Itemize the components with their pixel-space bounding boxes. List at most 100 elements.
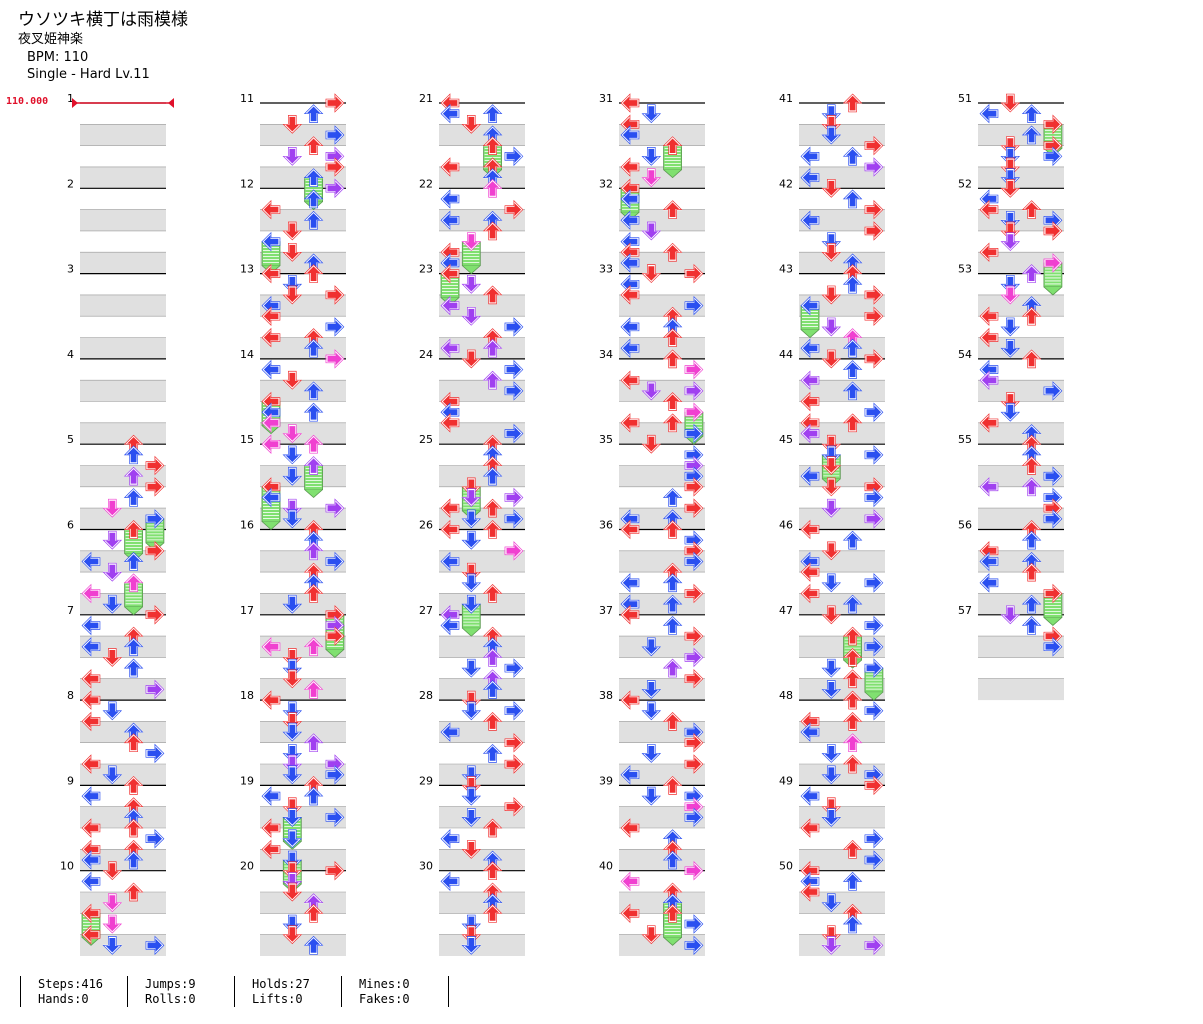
left-arrow-icon bbox=[800, 167, 820, 188]
right-arrow-icon bbox=[1043, 637, 1063, 657]
up-arrow-icon bbox=[482, 136, 503, 155]
right-arrow-icon bbox=[864, 135, 884, 156]
down-arrow-icon bbox=[641, 264, 662, 284]
measure-band bbox=[80, 508, 166, 530]
down-arrow-icon bbox=[1000, 285, 1021, 305]
left-arrow-icon bbox=[81, 583, 101, 604]
right-arrow-icon bbox=[864, 615, 884, 636]
left-arrow-icon bbox=[979, 199, 999, 220]
up-arrow-icon bbox=[482, 285, 503, 305]
right-arrow-icon bbox=[864, 487, 884, 508]
right-arrow-icon bbox=[864, 349, 884, 369]
up-arrow-icon bbox=[662, 136, 683, 155]
left-arrow-icon bbox=[620, 764, 640, 785]
up-arrow-icon bbox=[482, 338, 503, 358]
right-arrow-icon bbox=[684, 626, 704, 646]
left-arrow-icon bbox=[620, 189, 640, 209]
up-arrow-icon bbox=[842, 530, 863, 550]
measure-1: 1 bbox=[67, 92, 166, 189]
measure-band bbox=[260, 422, 346, 445]
measure-band bbox=[978, 636, 1064, 658]
down-arrow-icon bbox=[282, 221, 303, 241]
measure-band bbox=[619, 892, 705, 914]
up-arrow-icon bbox=[662, 711, 683, 731]
down-arrow-icon bbox=[102, 861, 123, 881]
right-arrow-icon bbox=[864, 221, 884, 241]
measure-number: 56 bbox=[958, 519, 972, 532]
measure-band bbox=[80, 849, 166, 871]
left-arrow-icon bbox=[620, 370, 640, 390]
down-arrow-icon bbox=[1000, 93, 1021, 113]
up-arrow-icon bbox=[662, 328, 683, 347]
measure-band bbox=[439, 337, 525, 359]
measure-number: 29 bbox=[419, 774, 433, 787]
measure-17: 17 bbox=[240, 604, 346, 701]
up-arrow-icon bbox=[662, 520, 683, 539]
down-arrow-icon bbox=[461, 509, 482, 529]
measure-14: 14 bbox=[240, 348, 346, 445]
measure-band bbox=[439, 764, 525, 786]
up-arrow-icon bbox=[842, 594, 863, 614]
up-arrow-icon bbox=[482, 221, 503, 241]
measure-number: 33 bbox=[599, 263, 613, 276]
up-arrow-icon bbox=[662, 775, 683, 795]
measure-9: 9 bbox=[67, 774, 166, 871]
left-arrow-icon bbox=[261, 690, 281, 710]
left-arrow-icon bbox=[800, 391, 820, 412]
measure-band bbox=[260, 166, 346, 189]
measure-33: 33 bbox=[599, 263, 705, 359]
left-arrow-icon bbox=[800, 338, 820, 359]
left-arrow-icon bbox=[440, 828, 460, 849]
up-arrow-icon bbox=[123, 520, 144, 539]
down-arrow-icon bbox=[821, 349, 842, 369]
right-arrow-icon bbox=[145, 477, 165, 497]
up-arrow-icon bbox=[482, 861, 503, 880]
right-arrow-icon bbox=[504, 700, 524, 721]
measure-52: 52 bbox=[958, 177, 1064, 274]
right-arrow-icon bbox=[864, 306, 884, 327]
down-arrow-icon bbox=[641, 637, 662, 657]
up-arrow-icon bbox=[303, 338, 324, 358]
down-arrow-icon bbox=[461, 306, 482, 326]
measure-number: 38 bbox=[599, 689, 613, 702]
measure-39: 39 bbox=[599, 774, 705, 871]
left-arrow-icon bbox=[81, 669, 101, 689]
right-arrow-icon bbox=[684, 669, 704, 689]
down-arrow-icon bbox=[821, 605, 842, 625]
up-arrow-icon bbox=[842, 189, 863, 209]
left-arrow-icon bbox=[979, 327, 999, 348]
left-arrow-icon bbox=[620, 903, 640, 924]
right-arrow-icon bbox=[325, 860, 345, 881]
down-arrow-icon bbox=[461, 658, 482, 678]
up-arrow-icon bbox=[662, 392, 683, 411]
measure-band bbox=[80, 209, 166, 231]
left-arrow-icon bbox=[261, 327, 281, 348]
measure-band bbox=[619, 465, 705, 487]
down-arrow-icon bbox=[1000, 402, 1021, 422]
measure-band bbox=[80, 422, 166, 445]
right-arrow-icon bbox=[504, 509, 524, 529]
measure-band bbox=[260, 934, 346, 956]
right-arrow-icon bbox=[504, 146, 524, 167]
left-arrow-icon bbox=[620, 413, 640, 433]
left-arrow-icon bbox=[800, 295, 820, 316]
measure-54: 54 bbox=[958, 348, 1064, 445]
up-arrow-icon bbox=[482, 584, 503, 603]
down-arrow-icon bbox=[282, 445, 303, 465]
down-arrow-icon bbox=[461, 786, 482, 806]
measure-band bbox=[619, 337, 705, 359]
hold-body bbox=[261, 497, 281, 531]
up-arrow-icon bbox=[842, 733, 863, 753]
right-arrow-icon bbox=[684, 860, 704, 881]
measure-55: 55 bbox=[958, 433, 1064, 530]
down-arrow-icon bbox=[641, 221, 662, 241]
measure-number: 24 bbox=[419, 348, 433, 361]
left-arrow-icon bbox=[81, 924, 101, 945]
up-arrow-icon bbox=[303, 402, 324, 422]
right-arrow-icon bbox=[1043, 253, 1063, 273]
up-arrow-icon bbox=[482, 370, 503, 390]
song-artist: 夜叉姫神楽 bbox=[18, 32, 84, 47]
left-arrow-icon bbox=[261, 487, 281, 508]
up-arrow-icon bbox=[1021, 456, 1042, 475]
up-arrow-icon bbox=[303, 903, 324, 923]
